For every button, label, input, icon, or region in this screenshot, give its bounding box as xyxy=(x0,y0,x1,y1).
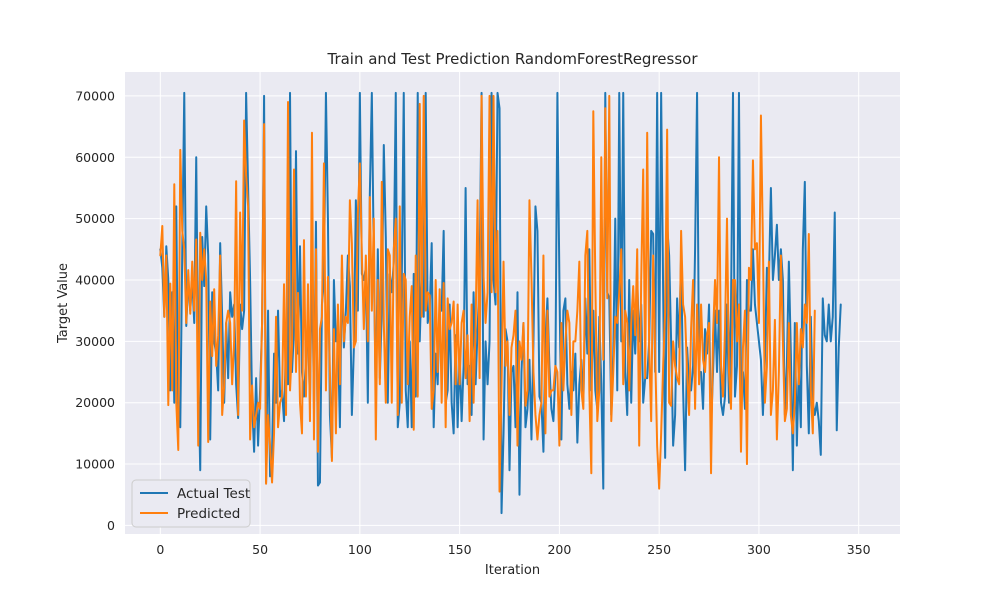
x-tick-label: 300 xyxy=(747,542,771,557)
plot-background xyxy=(125,72,900,534)
x-tick-label: 350 xyxy=(847,542,871,557)
y-tick-label: 50000 xyxy=(75,211,115,226)
series-line-predicted xyxy=(159,94,816,493)
y-tick-label: 70000 xyxy=(75,88,115,103)
y-tick-label: 10000 xyxy=(75,457,115,472)
y-tick-label: 60000 xyxy=(75,150,115,165)
x-tick-label: 0 xyxy=(156,542,164,557)
x-tick-label: 200 xyxy=(547,542,571,557)
legend-label-predicted: Predicted xyxy=(177,506,240,522)
chart-title: Train and Test Prediction RandomForestRe… xyxy=(326,50,698,68)
x-tick-label: 150 xyxy=(448,542,472,557)
x-tick-label: 250 xyxy=(647,542,671,557)
y-tick-label: 20000 xyxy=(75,395,115,410)
legend-label-actual: Actual Test xyxy=(177,486,250,502)
y-tick-label: 40000 xyxy=(75,272,115,287)
y-axis-title: Target Value xyxy=(56,263,71,344)
legend-frame xyxy=(131,479,251,528)
x-tick-label: 100 xyxy=(348,542,372,557)
y-tick-label: 30000 xyxy=(75,334,115,349)
legend: Actual Test Predicted xyxy=(131,479,251,528)
x-axis-title: Iteration xyxy=(485,563,540,578)
y-tick-label: 0 xyxy=(107,518,115,533)
plot-area: 0 10000 20000 30000 40000 50000 60000 70000 0 50 1… xyxy=(75,72,900,557)
x-tick-label: 50 xyxy=(252,542,268,557)
